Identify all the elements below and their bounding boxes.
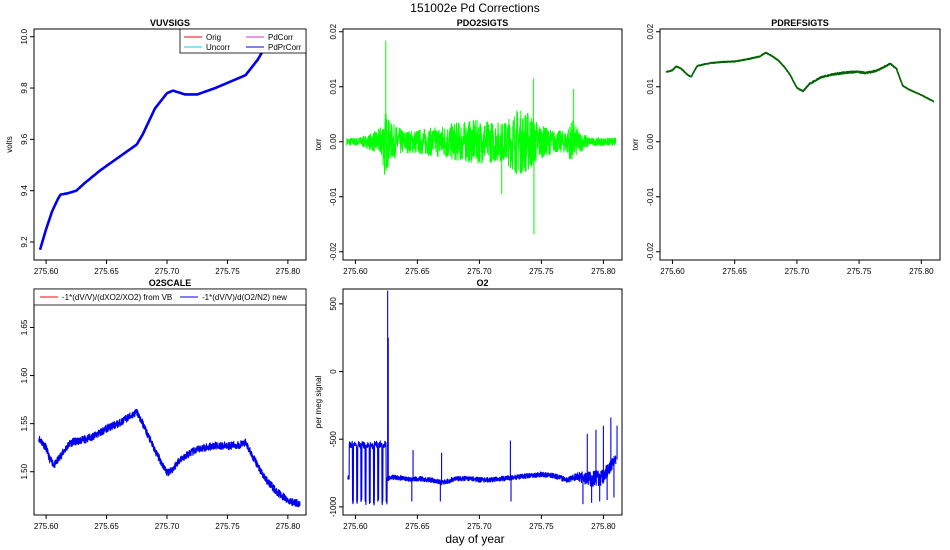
- x-tick-label: 275.70: [785, 267, 810, 276]
- legend-label: PdCorr: [268, 33, 294, 42]
- y-tick-label: 0.00: [646, 133, 655, 149]
- x-tick-label: 275.75: [529, 267, 554, 276]
- x-tick-label: 275.80: [591, 267, 616, 276]
- plot-area: [38, 48, 265, 251]
- y-axis-label: torr: [631, 138, 640, 150]
- y-tick-label: 500: [329, 297, 338, 311]
- panel-o2scale: O2SCALE 275.60 275.65 275.70 275.75 275.80 1.5…: [20, 278, 307, 531]
- x-tick-label: 275.70: [467, 267, 492, 276]
- x-tick-label: 275.60: [343, 522, 368, 531]
- x-tick-label: 275.80: [909, 267, 934, 276]
- legend-box: [179, 28, 307, 54]
- y-tick-label: 0.00: [329, 133, 338, 149]
- y-tick-label: 1.65: [20, 319, 29, 335]
- y-tick-label: 0.01: [329, 78, 338, 94]
- y-tick-label: 0: [329, 369, 338, 374]
- x-axis: 275.60 275.65 275.70 275.75 275.80: [343, 260, 616, 276]
- x-tick-label: 275.60: [343, 267, 368, 276]
- plot-frame: [342, 28, 623, 261]
- y-tick-label: 9.2: [20, 236, 29, 248]
- figure-title: 151002e Pd Corrections: [410, 1, 539, 15]
- x-tick-label: 275.65: [94, 267, 119, 276]
- x-tick-label: 275.80: [276, 267, 301, 276]
- panel-title: VUVSIGS: [150, 18, 190, 28]
- legend-box: [33, 288, 307, 306]
- plot-area: [347, 290, 618, 506]
- y-tick-label: 9.8: [20, 82, 29, 94]
- x-tick-label: 275.75: [847, 267, 872, 276]
- series-line-pdo2sigts: [346, 110, 617, 175]
- panel-title: O2: [476, 278, 488, 288]
- x-tick-label: 275.60: [34, 522, 59, 531]
- y-tick-label: 0.02: [329, 23, 338, 39]
- series-line-o2: [347, 440, 617, 506]
- y-tick-label: 1.55: [20, 415, 29, 431]
- x-tick-label: 275.70: [155, 267, 180, 276]
- x-axis-label: day of year: [445, 532, 504, 546]
- x-tick-label: 275.65: [405, 267, 430, 276]
- y-axis: 1.50 1.55 1.60 1.65: [20, 319, 34, 480]
- y-axis: -0.02 -0.01 0.00 0.01 0.02: [329, 23, 343, 261]
- series-line-pdrefsigts: [665, 51, 935, 103]
- legend-label: PdPrCorr: [268, 43, 302, 52]
- y-axis-label: volts: [5, 136, 14, 152]
- y-axis-label: torr: [314, 138, 323, 150]
- x-tick-label: 275.75: [529, 522, 554, 531]
- y-tick-label: 10.0: [20, 28, 29, 44]
- y-axis-label: per meg signal: [314, 376, 323, 429]
- y-tick-label: -0.01: [329, 187, 338, 206]
- panel-pdrefsigts: PDREFSIGTS 275.60 275.65 275.70 275.75 275.80…: [631, 18, 941, 276]
- legend-label: Uncorr: [206, 43, 230, 52]
- x-tick-label: 275.80: [276, 522, 301, 531]
- y-tick-label: 1.60: [20, 367, 29, 383]
- legend: -1*(dV/V)/(dXO2/XO2) from VB -1*(dV/V)/d(…: [33, 288, 307, 306]
- x-axis: 275.60 275.65 275.70 275.75 275.80: [34, 515, 301, 531]
- legend-label: -1*(dV/V)/d(O2/N2) new: [202, 293, 287, 302]
- y-tick-label: -500: [329, 431, 338, 448]
- x-axis: 275.60 275.65 275.70 275.75 275.80: [660, 260, 934, 276]
- plot-area: [665, 51, 935, 103]
- series-line-pdprcorr: [38, 48, 265, 251]
- panel-vuvsigs: VUVSIGS 275.60 275.65 275.70 275.75 275.80 9.2…: [5, 18, 307, 276]
- x-tick-label: 275.70: [467, 522, 492, 531]
- x-tick-label: 275.65: [405, 522, 430, 531]
- legend: Orig PdCorr Uncorr PdPrCorr: [179, 28, 307, 54]
- y-axis: 9.2 9.4 9.6 9.8 10.0: [20, 28, 34, 248]
- y-tick-label: 0.02: [646, 23, 655, 39]
- legend-label: -1*(dV/V)/(dXO2/XO2) from VB: [62, 293, 172, 302]
- plot-frame: [342, 288, 623, 516]
- x-tick-label: 275.80: [591, 522, 616, 531]
- y-tick-label: 0.01: [646, 78, 655, 94]
- panel-pdo2sigts: PDO2SIGTS 275.60 275.65 275.70 275.75 275.80 -…: [314, 18, 623, 276]
- x-tick-label: 275.75: [215, 267, 240, 276]
- x-axis: 275.60 275.65 275.70 275.75 275.80: [343, 515, 616, 531]
- plot-area: [38, 408, 301, 508]
- x-tick-label: 275.65: [94, 522, 119, 531]
- x-tick-label: 275.60: [34, 267, 59, 276]
- y-tick-label: -0.01: [646, 187, 655, 206]
- plot-area: [346, 40, 617, 235]
- x-tick-label: 275.75: [215, 522, 240, 531]
- y-axis: -0.02 -0.01 0.00 0.01 0.02: [646, 23, 660, 261]
- plot-frame: [33, 28, 307, 261]
- x-tick-label: 275.65: [722, 267, 747, 276]
- y-tick-label: -0.02: [646, 242, 655, 261]
- panel-title: PDREFSIGTS: [771, 18, 829, 28]
- x-axis: 275.60 275.65 275.70 275.75 275.80: [34, 260, 301, 276]
- y-tick-label: 9.4: [20, 185, 29, 197]
- series-line--1-dv-v-d-o2-n2-new: [38, 408, 301, 508]
- y-axis: -1000 -500 0 500: [329, 297, 343, 517]
- plot-frame: [659, 28, 941, 261]
- x-tick-label: 275.60: [660, 267, 685, 276]
- panel-title: PDO2SIGTS: [457, 18, 509, 28]
- y-tick-label: 1.50: [20, 463, 29, 479]
- y-tick-label: 9.6: [20, 133, 29, 145]
- panel-o2: O2 275.60 275.65 275.70 275.75 275.80 -1000 -50…: [314, 278, 623, 531]
- legend-label: Orig: [206, 33, 221, 42]
- x-tick-label: 275.70: [155, 522, 180, 531]
- y-tick-label: -0.02: [329, 242, 338, 261]
- y-tick-label: -1000: [329, 496, 338, 517]
- panel-title: O2SCALE: [149, 278, 192, 288]
